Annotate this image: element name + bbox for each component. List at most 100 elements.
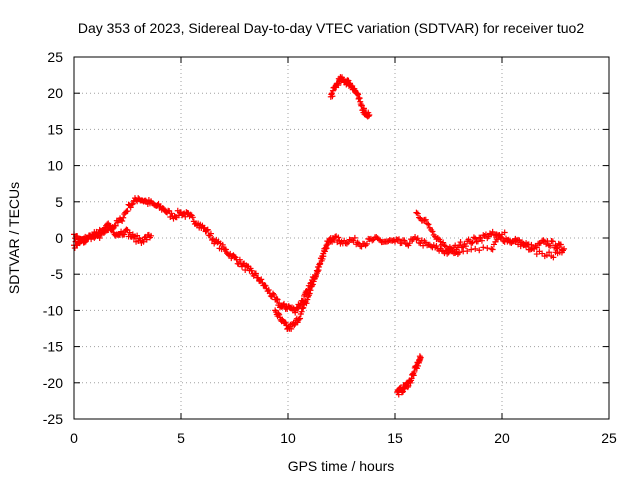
data-point (497, 234, 504, 241)
data-point (299, 305, 306, 312)
data-point (417, 354, 424, 361)
data-point (457, 239, 464, 246)
data-point (273, 295, 280, 302)
data-point (396, 236, 403, 243)
data-point (472, 235, 479, 242)
y-tick-label: 15 (47, 121, 63, 137)
data-point (363, 240, 370, 247)
data-point (323, 245, 330, 252)
data-point (252, 270, 259, 277)
data-point (306, 290, 313, 297)
y-tick-label: 5 (55, 194, 63, 210)
data-point (309, 281, 316, 288)
data-point (464, 248, 471, 255)
plot-frame (73, 56, 610, 420)
x-tick-label: 5 (177, 430, 185, 446)
data-point (322, 245, 329, 252)
data-point (422, 216, 429, 223)
data-point (168, 210, 175, 217)
data-point (474, 238, 481, 245)
x-tick-label: 20 (494, 430, 510, 446)
data-point (428, 243, 435, 250)
x-tick-label: 15 (387, 430, 403, 446)
data-point (96, 235, 103, 241)
data-point (492, 238, 499, 245)
data-point (325, 239, 332, 246)
data-point (124, 208, 131, 215)
data-point (97, 231, 104, 238)
data-point (265, 286, 272, 293)
data-point (140, 238, 147, 245)
data-point (313, 267, 320, 274)
data-point (255, 274, 262, 281)
data-point (350, 237, 357, 244)
data-point (327, 235, 334, 241)
data-point (189, 214, 196, 221)
data-point (557, 241, 564, 248)
data-point (204, 226, 211, 233)
data-point (310, 278, 317, 285)
data-point (468, 246, 475, 253)
data-point (369, 237, 376, 244)
data-point (271, 291, 278, 298)
data-point (276, 311, 283, 318)
y-tick-label: -20 (43, 375, 63, 391)
series-group (71, 209, 565, 332)
data-point (444, 247, 451, 254)
data-point (413, 236, 420, 243)
data-point (429, 228, 436, 235)
data-point (317, 261, 324, 268)
data-point (398, 240, 405, 247)
data-point (326, 236, 333, 243)
data-point (462, 243, 469, 250)
chart-title: Day 353 of 2023, Sidereal Day-to-day VTE… (78, 20, 585, 36)
data-series (71, 74, 568, 398)
data-point (309, 282, 316, 289)
data-point (288, 325, 295, 332)
data-point (82, 238, 89, 245)
data-point (120, 214, 127, 221)
data-point (437, 238, 444, 245)
data-point (504, 237, 511, 244)
data-point (404, 241, 411, 248)
data-point (533, 244, 540, 251)
data-point (424, 220, 431, 227)
data-point (248, 267, 255, 274)
data-point (203, 227, 210, 234)
data-point (303, 300, 310, 307)
data-point (517, 239, 524, 246)
data-point (128, 201, 135, 208)
data-point (470, 234, 477, 241)
data-point (543, 241, 550, 248)
data-point (478, 237, 485, 244)
data-point (335, 234, 342, 241)
data-point (425, 221, 432, 228)
data-point (307, 287, 314, 294)
data-point (554, 244, 561, 251)
data-point (558, 249, 565, 256)
data-point (416, 214, 423, 221)
data-point (413, 209, 420, 216)
x-tick-label: 0 (70, 430, 78, 446)
data-point (123, 226, 130, 233)
data-point (222, 246, 229, 253)
data-point (489, 228, 496, 235)
data-point (414, 210, 421, 217)
data-point (547, 242, 554, 249)
data-point (91, 234, 98, 241)
data-point (366, 111, 373, 118)
data-point (258, 276, 265, 283)
data-point (501, 229, 508, 236)
data-point (219, 241, 226, 248)
data-point (291, 321, 298, 328)
data-point (238, 263, 245, 270)
data-point (102, 228, 109, 235)
y-tick-label: -10 (43, 302, 63, 318)
data-point (488, 245, 495, 252)
y-axis-title: SDTVAR / TECUs (6, 182, 22, 294)
data-point (261, 282, 268, 289)
data-point (561, 245, 568, 252)
data-point (270, 290, 277, 297)
data-point (458, 244, 465, 251)
